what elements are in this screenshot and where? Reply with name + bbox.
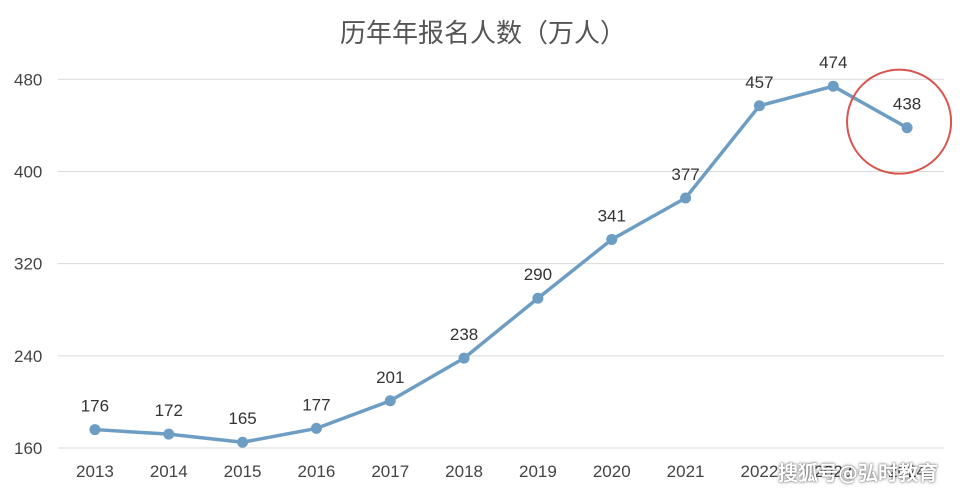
data-label: 177 bbox=[302, 395, 330, 414]
y-tick-label: 320 bbox=[14, 255, 42, 274]
y-axis-ticks: 160 240 320 400 480 bbox=[14, 70, 42, 458]
gridlines bbox=[58, 78, 944, 449]
x-tick-label: 2015 bbox=[224, 462, 262, 481]
data-point bbox=[458, 352, 470, 364]
x-tick-label: 2013 bbox=[76, 462, 114, 481]
data-label: 172 bbox=[155, 401, 183, 420]
x-tick-label: 2020 bbox=[593, 462, 631, 481]
highlight-circle bbox=[846, 68, 953, 175]
data-label: 457 bbox=[745, 73, 773, 92]
x-tick-label: 2023 bbox=[814, 462, 852, 481]
x-tick-label: 2024 bbox=[888, 462, 926, 481]
data-labels: 176 172 165 177 201 238 290 341 377 457 474 438 bbox=[81, 53, 922, 428]
data-point bbox=[310, 422, 322, 434]
data-label: 201 bbox=[376, 368, 404, 387]
watermark: 搜狐号@弘时教育 bbox=[778, 461, 938, 485]
data-label: 238 bbox=[450, 325, 478, 344]
data-point bbox=[532, 292, 544, 304]
series-layer bbox=[89, 80, 913, 448]
x-tick-label: 2017 bbox=[371, 462, 409, 481]
series-line bbox=[93, 84, 909, 444]
x-tick-label: 2016 bbox=[298, 462, 336, 481]
chart-title: 历年年报名人数（万人） bbox=[340, 19, 626, 49]
data-label: 165 bbox=[228, 409, 256, 428]
data-point bbox=[237, 436, 249, 448]
x-axis-ticks: 2013 2014 2015 2016 2017 2018 2019 2020 2021 2022… bbox=[76, 462, 926, 481]
x-tick-label: 2014 bbox=[150, 462, 188, 481]
x-tick-label: 2018 bbox=[445, 462, 483, 481]
data-label: 474 bbox=[819, 53, 847, 72]
y-tick-label: 480 bbox=[14, 70, 42, 89]
data-point bbox=[901, 122, 913, 134]
data-point bbox=[384, 395, 396, 407]
highlight-layer bbox=[846, 68, 953, 175]
data-label: 290 bbox=[524, 265, 552, 284]
x-tick-label: 2021 bbox=[667, 462, 705, 481]
y-tick-label: 240 bbox=[14, 347, 42, 366]
y-tick-label: 160 bbox=[14, 439, 42, 458]
data-point bbox=[827, 80, 839, 92]
x-tick-label: 2019 bbox=[519, 462, 557, 481]
y-tick-label: 400 bbox=[14, 162, 42, 181]
data-point bbox=[753, 100, 765, 112]
data-point bbox=[680, 192, 692, 204]
data-point bbox=[163, 428, 175, 440]
data-label: 377 bbox=[671, 165, 699, 184]
data-label: 176 bbox=[81, 397, 109, 416]
data-point bbox=[606, 233, 618, 245]
data-label: 341 bbox=[598, 206, 626, 225]
data-point bbox=[89, 424, 101, 436]
x-tick-label: 2022 bbox=[741, 462, 779, 481]
data-label: 438 bbox=[893, 95, 921, 114]
